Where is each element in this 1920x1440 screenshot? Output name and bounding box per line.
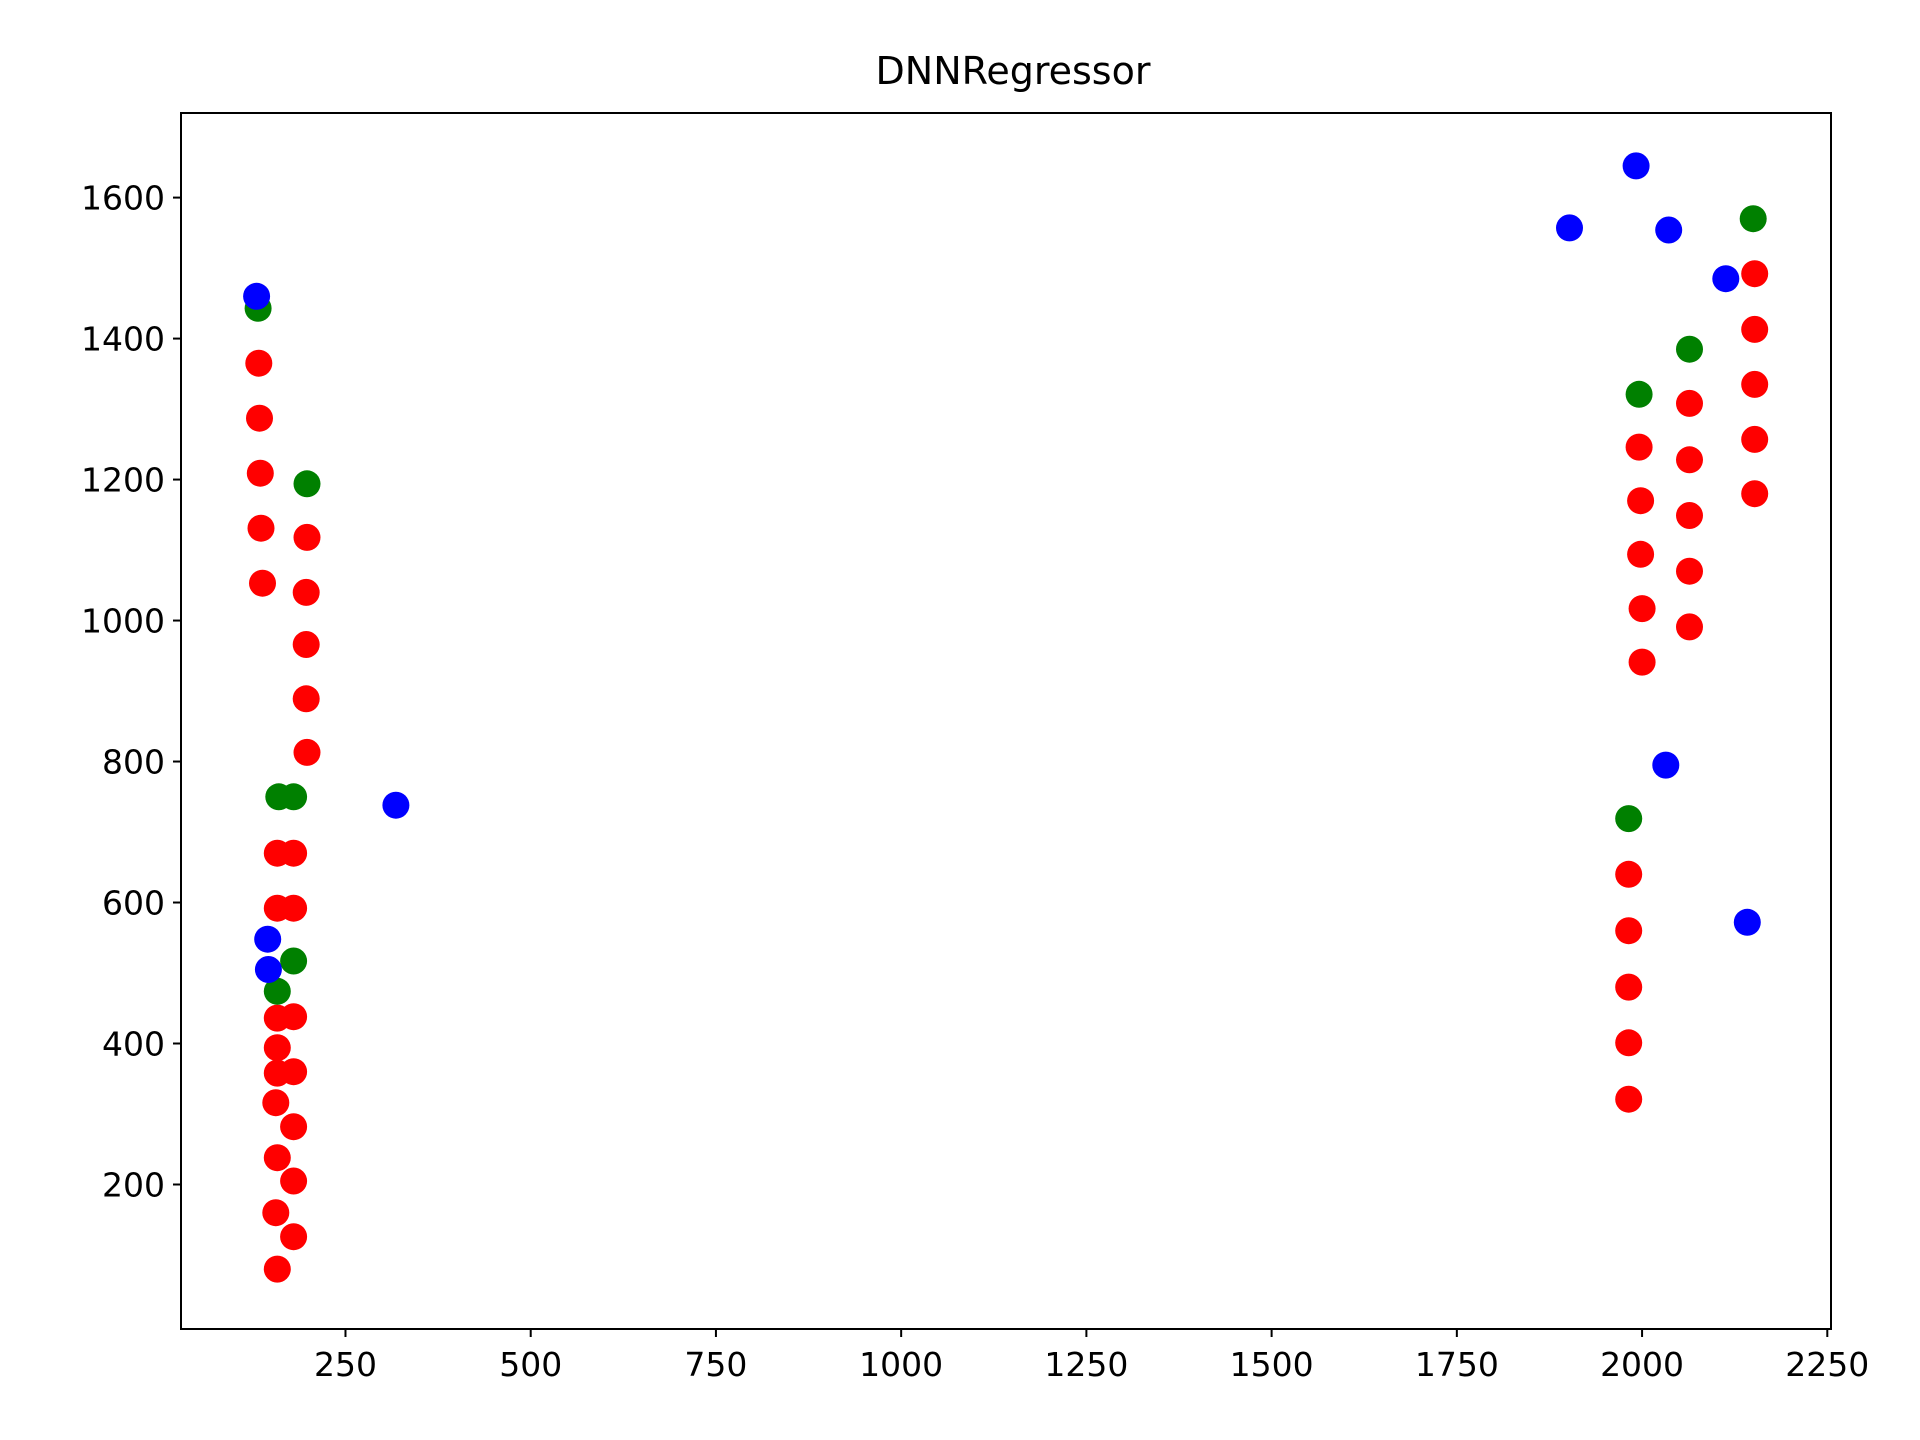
data-point (1615, 860, 1643, 888)
data-point (1625, 433, 1653, 461)
data-point (292, 578, 320, 606)
data-point (280, 947, 308, 975)
data-point (1655, 216, 1683, 244)
data-point (1676, 389, 1703, 417)
data-point (254, 925, 282, 953)
data-point (293, 470, 321, 498)
data-point (1615, 805, 1643, 833)
data-point (247, 514, 275, 542)
x-tick-label: 750 (684, 1345, 747, 1384)
plot-area (243, 152, 1769, 1283)
data-point (1615, 1085, 1643, 1113)
x-tick-label: 1500 (1230, 1345, 1314, 1384)
data-point (1628, 648, 1656, 676)
y-tick-label: 1600 (81, 179, 165, 218)
y-tick-label: 400 (102, 1025, 165, 1064)
data-point (280, 1223, 308, 1251)
data-point (254, 956, 282, 983)
data-point (263, 1034, 291, 1062)
data-point (1676, 446, 1703, 474)
x-tick-label: 2000 (1600, 1345, 1684, 1384)
data-point (1627, 540, 1655, 568)
data-point (245, 349, 273, 377)
data-point (246, 404, 273, 432)
data-point (1627, 487, 1655, 515)
data-point (263, 977, 291, 1005)
x-tick-label: 1250 (1044, 1345, 1128, 1384)
y-tick-label: 1200 (81, 461, 165, 500)
data-point (1676, 613, 1703, 641)
data-point (262, 1199, 290, 1227)
data-point (293, 738, 321, 766)
data-point (263, 1255, 291, 1283)
chart-title: DNNRegressor (876, 49, 1151, 93)
data-point (280, 1003, 308, 1031)
data-point (280, 1113, 308, 1141)
data-point (1676, 502, 1703, 529)
y-tick-label: 600 (102, 884, 165, 923)
data-point (292, 685, 320, 713)
data-point (246, 459, 274, 487)
x-axis: 250 500 750 1000 1250 1500 1750 2000 2250 (314, 1329, 1869, 1384)
data-point (1622, 152, 1650, 180)
data-point (280, 839, 308, 867)
data-point (1741, 315, 1769, 343)
data-point (1712, 265, 1740, 293)
data-point (1676, 557, 1703, 585)
data-point (263, 1144, 291, 1172)
data-point (1741, 480, 1769, 508)
data-point (280, 783, 308, 811)
x-tick-label: 2250 (1785, 1345, 1869, 1384)
y-tick-label: 200 (102, 1165, 165, 1204)
data-point (1615, 973, 1643, 1001)
data-point (292, 631, 320, 658)
y-tick-label: 1000 (81, 602, 165, 641)
data-point (382, 791, 410, 819)
x-tick-label: 500 (499, 1345, 562, 1384)
data-point (280, 1058, 308, 1086)
data-point (1741, 425, 1769, 453)
y-tick-label: 1400 (81, 320, 165, 359)
data-point (280, 894, 308, 922)
data-point (1652, 751, 1680, 779)
data-point (262, 1089, 290, 1117)
series-0 (245, 260, 1769, 1283)
data-point (1676, 335, 1703, 363)
data-point (1733, 908, 1761, 936)
x-tick-label: 250 (314, 1345, 377, 1384)
data-point (1741, 260, 1769, 288)
series-2 (243, 152, 1761, 983)
data-point (1739, 205, 1767, 233)
data-point (1556, 214, 1583, 242)
y-tick-label: 800 (102, 743, 165, 782)
x-tick-label: 1000 (859, 1345, 943, 1384)
data-point (1628, 595, 1656, 623)
data-point (243, 282, 271, 310)
data-point (1615, 917, 1643, 945)
data-point (249, 569, 276, 597)
data-point (1615, 1029, 1643, 1057)
data-point (293, 523, 321, 551)
data-point (1741, 370, 1769, 398)
data-point (1625, 380, 1653, 408)
x-tick-label: 1750 (1415, 1345, 1499, 1384)
axes-frame (180, 112, 1832, 1330)
y-axis: 200 400 600 800 1000 1200 1400 1600 (81, 179, 181, 1204)
data-point (280, 1167, 308, 1195)
